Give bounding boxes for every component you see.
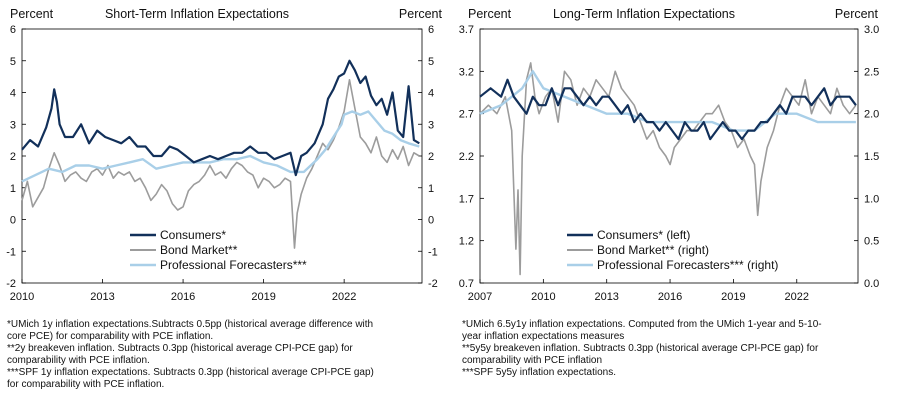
footnote-line: core PCE) for comparability with PCE inf… <box>7 331 214 342</box>
footnote-line: for comparability with PCE inflation. <box>7 379 165 390</box>
y-tick-label-right: 4 <box>428 88 434 100</box>
y-tick-label-left: 6 <box>10 24 16 36</box>
x-tick-label: 2016 <box>171 291 195 303</box>
y-tick-label-left: 1 <box>10 183 16 195</box>
series-line-bond-market <box>21 79 420 249</box>
y-axis-label-right: Percent <box>835 7 879 21</box>
x-tick-label: 2013 <box>594 291 618 303</box>
footnote-line: **5y5y breakeven inflation. Subtracts 0.… <box>462 343 819 354</box>
legend-label: Professional Forecasters*** (right) <box>597 258 778 272</box>
y-tick-label-left: 1.2 <box>459 236 474 248</box>
footnote-line: *UMich 6.5y1y inflation expectations. Co… <box>462 319 822 330</box>
series-line-consumers <box>21 59 420 177</box>
footnote-line: comparability with PCE inflation <box>462 355 603 366</box>
legend-label: Consumers* (left) <box>597 228 690 242</box>
y-tick-label-left: -1 <box>6 246 16 258</box>
x-tick-label: 2022 <box>785 291 809 303</box>
y-tick-label-right: 1.5 <box>864 151 879 163</box>
y-axis-label-left: Percent <box>468 7 512 21</box>
y-tick-label-left: 4 <box>10 88 16 100</box>
footnotes-right: *UMich 6.5y1y inflation expectations. Co… <box>462 319 900 379</box>
legend-label: Bond Market** <box>160 243 238 257</box>
y-axis-label-left: Percent <box>10 7 54 21</box>
legend-label: Professional Forecasters*** <box>160 258 307 272</box>
x-tick-label: 2010 <box>531 291 555 303</box>
x-tick-label: 2016 <box>658 291 682 303</box>
y-tick-label-right: 0.0 <box>864 278 879 290</box>
x-tick-label: 2010 <box>10 291 34 303</box>
footnote-line: **2y breakeven inflation. Subtracts 0.3p… <box>7 343 353 354</box>
footnote-line: year inflation expectations measures <box>462 331 625 342</box>
footnote-line: comparability with PCE inflation. <box>7 355 150 366</box>
y-tick-label-right: 0.5 <box>864 236 879 248</box>
y-tick-label-left: 3 <box>10 119 16 131</box>
series-line-bond-market-right <box>479 62 857 276</box>
x-tick-label: 2007 <box>468 291 492 303</box>
x-tick-label: 2019 <box>721 291 745 303</box>
y-tick-label-left: 1.7 <box>459 193 474 205</box>
y-tick-label-left: 2.2 <box>459 151 474 163</box>
y-tick-label-left: -2 <box>6 278 16 290</box>
series-line-professional-forecasters <box>21 110 420 183</box>
legend-label: Bond Market** (right) <box>597 243 709 257</box>
chart-title: Long-Term Inflation Expectations <box>553 7 735 21</box>
y-tick-label-left: 2 <box>10 151 16 163</box>
y-tick-label-left: 3.2 <box>459 66 474 78</box>
y-tick-label-right: 2.0 <box>864 109 879 121</box>
y-tick-label-right: 6 <box>428 24 434 36</box>
y-tick-label-right: 3 <box>428 119 434 131</box>
y-tick-label-right: 1 <box>428 183 434 195</box>
x-tick-label: 2022 <box>332 291 356 303</box>
y-tick-label-right: 0 <box>428 215 434 227</box>
series-line-consumers-left <box>479 78 857 141</box>
y-tick-label-left: 0 <box>10 215 16 227</box>
y-tick-label-left: 5 <box>10 56 16 68</box>
y-tick-label-left: 0.7 <box>459 278 474 290</box>
y-tick-label-right: 2 <box>428 151 434 163</box>
y-tick-label-right: 1.0 <box>864 193 879 205</box>
y-tick-label-left: 2.7 <box>459 109 474 121</box>
series-line-professional-forecasters-right <box>479 70 856 132</box>
footnotes-left: *UMich 1y inflation expectations.Subtrac… <box>7 319 447 391</box>
legend-label: Consumers* <box>160 228 226 242</box>
footnote-line: *UMich 1y inflation expectations.Subtrac… <box>7 319 374 330</box>
chart-title: Short-Term Inflation Expectations <box>105 7 289 21</box>
y-tick-label-right: 2.5 <box>864 66 879 78</box>
y-tick-label-right: 3.0 <box>864 24 879 36</box>
x-tick-label: 2013 <box>90 291 114 303</box>
y-tick-label-left: 3.7 <box>459 24 474 36</box>
y-tick-label-right: -1 <box>428 246 438 258</box>
y-axis-label-right: Percent <box>399 7 443 21</box>
x-tick-label: 2019 <box>251 291 275 303</box>
y-tick-label-right: -2 <box>428 278 438 290</box>
footnote-line: ***SPF 5y5y inflation expectations. <box>462 367 616 378</box>
y-tick-label-right: 5 <box>428 56 434 68</box>
footnote-line: ***SPF 1y inflation expectations. Subtra… <box>7 367 374 378</box>
